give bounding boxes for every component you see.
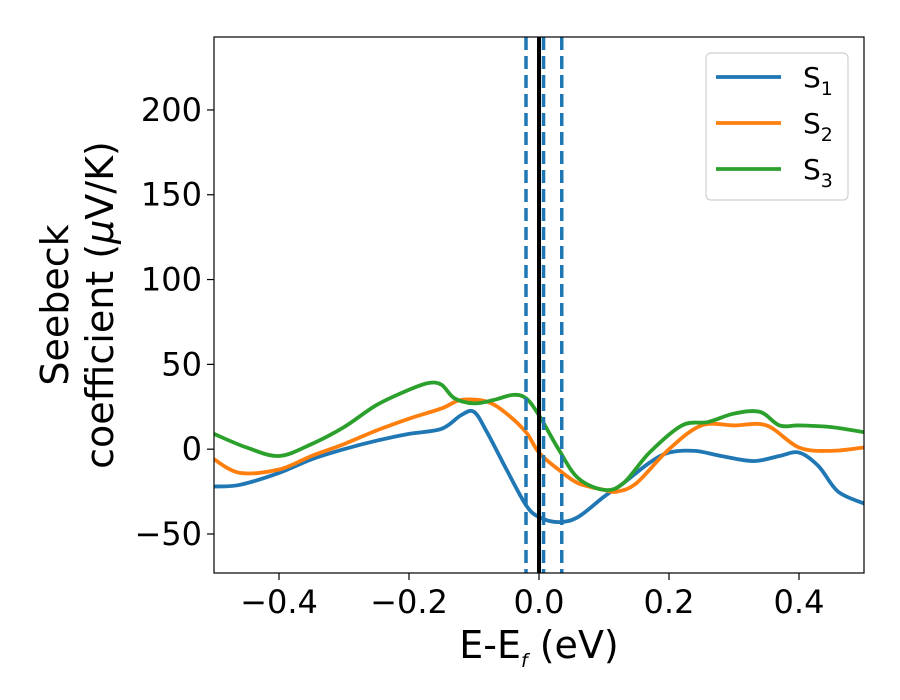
legend: S1 S2 S3 xyxy=(705,52,849,201)
x-tick-label: −0.2 xyxy=(370,583,448,621)
legend-label-s3: S3 xyxy=(803,153,833,192)
x-tick-label: −0.4 xyxy=(240,583,318,621)
y-axis-title-line2: coefficient (μV/K) xyxy=(78,141,122,469)
y-tick-label: 50 xyxy=(161,345,202,383)
series-line-s1 xyxy=(214,408,864,525)
y-tick-label: 150 xyxy=(141,176,202,214)
x-tick-label: 0.4 xyxy=(774,583,825,621)
y-axis-title-line1: Seebeck xyxy=(33,224,77,385)
y-tick-label: 0 xyxy=(182,430,202,468)
y-tick-label: −50 xyxy=(134,515,202,553)
x-tick-label: 0.2 xyxy=(644,583,695,621)
ticks-layer: −0.4 −0.2 0.0 0.2 0.4 −50 0 50 100 150 200 xyxy=(134,91,824,621)
y-tick-label: 100 xyxy=(141,261,202,299)
y-tick-label: 200 xyxy=(141,91,202,129)
vline-layer xyxy=(524,37,564,573)
x-axis-title: E-Ef (eV) xyxy=(459,623,619,672)
series-line-s3 xyxy=(214,380,864,492)
x-tick-label: 0.0 xyxy=(514,583,565,621)
legend-label-s1: S1 xyxy=(803,61,833,100)
legend-frame xyxy=(705,52,849,201)
legend-label-s2: S2 xyxy=(803,107,833,146)
